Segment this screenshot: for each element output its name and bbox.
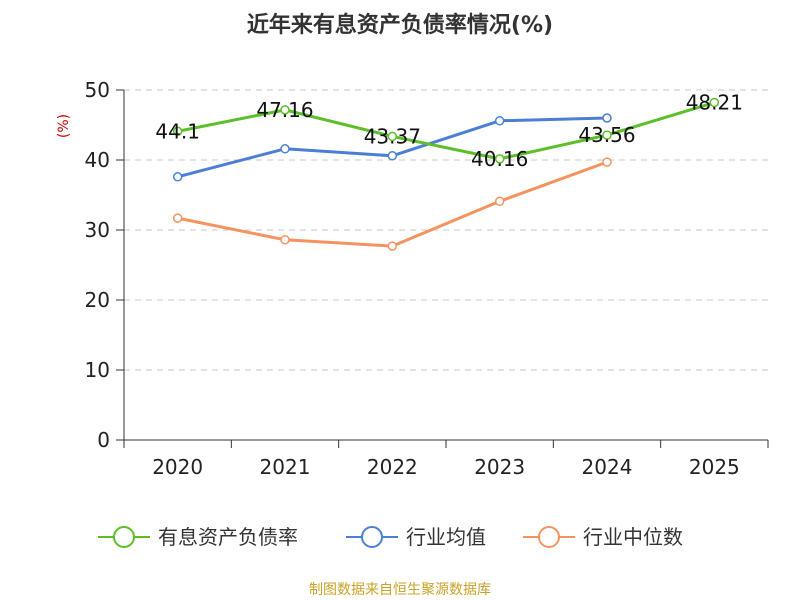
axes: 0 10 20 30 40 50 2020 2021 2022 2023 2024 2025 [85, 78, 769, 479]
legend-marker [361, 526, 383, 548]
data-point [494, 116, 505, 126]
data-point [280, 144, 290, 154]
legend: 有息资产负债率 行业均值 行业中位数 [98, 525, 683, 549]
y-tick-label: 50 [85, 78, 110, 102]
data-point [494, 196, 505, 207]
data-point [494, 154, 505, 164]
y-tick-label: 30 [85, 218, 110, 242]
data-point [387, 131, 398, 142]
y-tick-label: 0 [97, 428, 110, 452]
data-point [602, 130, 612, 140]
data-point [280, 105, 290, 115]
source-note: 制图数据来自恒生聚源数据库 [309, 582, 491, 598]
x-tick-label: 2021 [260, 455, 311, 479]
x-tick-label: 2024 [582, 455, 633, 479]
legend-marker [538, 526, 560, 548]
x-tick-label: 2025 [689, 455, 740, 479]
y-tick-label: 10 [85, 358, 110, 382]
y-tick-label: 40 [85, 148, 110, 172]
data-label: 43.56 [578, 123, 635, 147]
data-point [602, 157, 612, 167]
chart-title: 近年来有息资产负债率情况(%) [247, 12, 553, 38]
x-tick-label: 2020 [152, 455, 203, 479]
data-label: 40.16 [471, 147, 528, 171]
data-point [280, 235, 290, 245]
series-line [177, 160, 608, 248]
data-point [602, 113, 612, 123]
data-label: 44.1 [155, 119, 200, 143]
y-axis-unit: (%) [56, 114, 72, 138]
data-label: 43.37 [364, 124, 421, 148]
grid-lines [124, 89, 768, 371]
data-point [709, 97, 720, 108]
legend-label: 行业均值 [406, 525, 486, 549]
data-point [172, 213, 183, 223]
series-line [177, 101, 715, 161]
legend-marker [113, 526, 135, 548]
data-label: 47.16 [256, 98, 313, 122]
data-point [387, 151, 398, 161]
series-group [172, 97, 720, 251]
legend-label: 有息资产负债率 [158, 525, 298, 549]
data-labels: 44.1 47.16 43.37 40.16 43.56 48.21 [155, 91, 743, 171]
data-point [172, 172, 183, 182]
data-point [172, 126, 183, 137]
data-point [387, 241, 398, 251]
legend-label: 行业中位数 [583, 525, 683, 549]
y-tick-label: 20 [85, 288, 110, 312]
x-tick-label: 2022 [367, 455, 418, 479]
data-label: 48.21 [686, 91, 743, 115]
x-tick-label: 2023 [474, 455, 525, 479]
